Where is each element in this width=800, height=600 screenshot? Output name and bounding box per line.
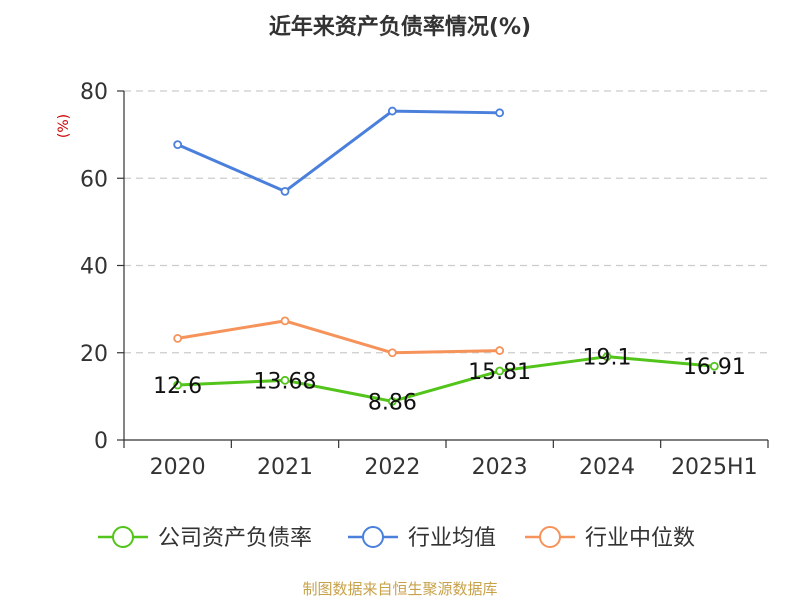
x-tick-label: 2025H1 [671, 455, 758, 480]
y-tick-label: 0 [94, 429, 108, 454]
data-point [173, 380, 183, 390]
y-tick-label: 40 [80, 255, 108, 280]
data-point [280, 186, 290, 196]
x-tick-label: 2020 [150, 455, 206, 480]
x-tick-label: 2023 [472, 455, 528, 480]
y-tick-label: 20 [80, 342, 108, 367]
x-tick-label: 2022 [364, 455, 420, 480]
series-lines [177, 109, 715, 403]
legend-label: 行业中位数 [585, 526, 695, 551]
x-tick-label: 2024 [579, 455, 635, 480]
data-point [495, 108, 505, 118]
y-axis-unit: (%) [56, 114, 72, 138]
data-point [280, 375, 290, 385]
data-label: 8.86 [368, 390, 417, 415]
legend-swatch-marker [112, 526, 134, 548]
data-point [495, 346, 505, 355]
legend-label: 行业均值 [408, 526, 496, 551]
x-tick-labels: 2020 2021 2022 2023 2024 2025H1 [150, 455, 758, 480]
data-label: 13.68 [254, 369, 317, 394]
data-point [709, 361, 719, 371]
legend-swatch-marker [362, 526, 384, 548]
series-points [173, 106, 719, 406]
data-point [602, 352, 612, 362]
y-tick-label: 60 [80, 167, 108, 192]
data-point [280, 316, 290, 326]
data-point [495, 366, 505, 376]
data-labels: 12.6 13.68 8.86 15.81 19.1 16.91 [153, 346, 746, 416]
data-label: 15.81 [468, 360, 531, 385]
series-line [177, 109, 500, 193]
legend-swatch-marker [539, 526, 561, 548]
legend[interactable]: 公司资产负债率 行业均值 行业中位数 [98, 526, 695, 551]
data-point [173, 333, 183, 343]
data-point [387, 106, 397, 116]
legend-item[interactable]: 行业中位数 [525, 526, 695, 551]
series-line [177, 319, 500, 355]
legend-item[interactable]: 行业均值 [348, 526, 496, 551]
x-tick-label: 2021 [257, 455, 313, 480]
series-line [177, 355, 715, 403]
y-tick-labels: 0 20 40 60 80 [80, 80, 108, 454]
chart-title: 近年来资产负债率情况(%) [269, 14, 531, 40]
data-point [387, 348, 397, 358]
gridlines [124, 90, 768, 354]
data-label: 12.6 [153, 374, 202, 399]
data-label: 16.91 [683, 355, 746, 380]
data-point [387, 396, 397, 406]
legend-item[interactable]: 公司资产负债率 [98, 526, 312, 551]
data-point [173, 140, 183, 150]
axes [117, 90, 769, 448]
data-label: 19.1 [583, 346, 632, 371]
source-note: 制图数据来自恒生聚源数据库 [302, 580, 497, 598]
legend-label: 公司资产负债率 [158, 526, 312, 551]
y-tick-label: 80 [80, 80, 108, 105]
